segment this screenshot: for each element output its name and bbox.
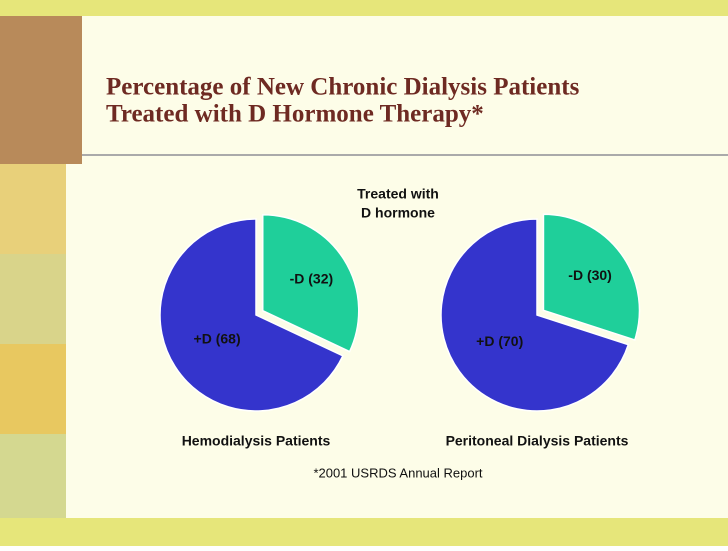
- chart-title: Peritoneal Dialysis Patients: [446, 433, 629, 449]
- data-label: -D (30): [568, 267, 612, 283]
- pie-slice: [440, 218, 630, 412]
- footnote: *2001 USRDS Annual Report: [313, 465, 482, 480]
- annotation: Treated with: [357, 186, 439, 202]
- pie-slice: [262, 213, 360, 353]
- image-strip: [0, 434, 66, 518]
- photo: [0, 16, 82, 164]
- bottom-bar: [0, 518, 728, 546]
- pie-slice: [159, 218, 344, 412]
- image-strip: [0, 344, 66, 434]
- data-label: +D (68): [194, 330, 241, 346]
- slide-title: Percentage of New Chronic Dialysis Patie…: [106, 74, 580, 101]
- top-bar: [0, 0, 728, 16]
- pie-slice: [542, 213, 641, 341]
- slide-title: Treated with D Hormone Therapy*: [106, 101, 484, 128]
- annotation: D hormone: [361, 205, 435, 221]
- image-strip: [0, 254, 66, 344]
- data-label: +D (70): [476, 333, 523, 349]
- image-strip: [0, 164, 66, 254]
- chart-title: Hemodialysis Patients: [182, 433, 331, 449]
- data-label: -D (32): [290, 271, 334, 287]
